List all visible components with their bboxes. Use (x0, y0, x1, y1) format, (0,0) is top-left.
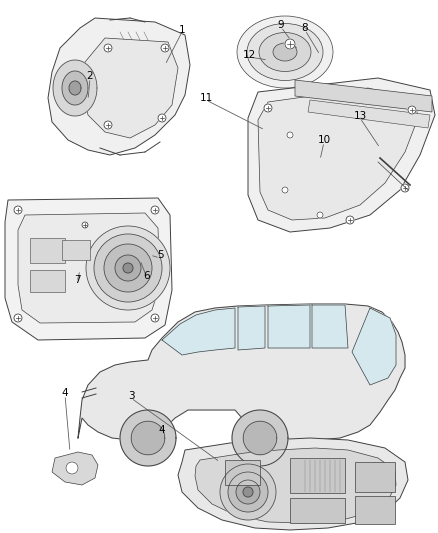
Circle shape (228, 472, 268, 512)
Circle shape (14, 314, 22, 322)
Circle shape (408, 106, 416, 114)
Polygon shape (248, 78, 435, 232)
Polygon shape (120, 410, 176, 466)
Text: 3: 3 (128, 391, 134, 401)
Polygon shape (131, 421, 165, 455)
Circle shape (282, 187, 288, 193)
Polygon shape (18, 213, 160, 323)
Circle shape (317, 212, 323, 218)
Bar (30, 270, 65, 292)
Text: 5: 5 (157, 250, 163, 260)
Circle shape (104, 121, 112, 129)
Ellipse shape (237, 16, 333, 88)
Ellipse shape (259, 33, 311, 71)
Text: 6: 6 (144, 271, 150, 281)
Polygon shape (195, 448, 396, 523)
Polygon shape (308, 100, 430, 128)
Text: 2: 2 (87, 71, 93, 81)
Bar (355, 462, 395, 492)
Polygon shape (258, 88, 418, 220)
Text: 9: 9 (278, 20, 284, 30)
Text: 7: 7 (74, 275, 80, 285)
Text: 8: 8 (302, 23, 308, 33)
Polygon shape (78, 304, 405, 440)
Circle shape (14, 206, 22, 214)
Polygon shape (268, 305, 310, 348)
Polygon shape (238, 306, 265, 350)
Circle shape (115, 255, 141, 281)
Polygon shape (82, 38, 178, 138)
Text: 4: 4 (62, 388, 68, 398)
Text: 1: 1 (179, 25, 185, 35)
Circle shape (287, 132, 293, 138)
Circle shape (161, 44, 169, 52)
Polygon shape (69, 81, 81, 95)
Polygon shape (162, 308, 235, 355)
Circle shape (401, 184, 409, 192)
Ellipse shape (273, 43, 297, 61)
Bar (290, 458, 345, 493)
Circle shape (86, 226, 170, 310)
Circle shape (104, 244, 152, 292)
Circle shape (236, 480, 260, 504)
Text: 11: 11 (199, 93, 212, 103)
Circle shape (285, 39, 295, 49)
Circle shape (151, 206, 159, 214)
Circle shape (94, 234, 162, 302)
Polygon shape (312, 305, 348, 348)
Bar (62, 240, 90, 260)
Circle shape (264, 104, 272, 112)
Polygon shape (5, 198, 172, 340)
Bar (290, 498, 345, 523)
Circle shape (123, 263, 133, 273)
Circle shape (220, 464, 276, 520)
Polygon shape (62, 71, 88, 105)
Ellipse shape (247, 23, 323, 80)
Text: 10: 10 (318, 135, 331, 145)
Polygon shape (52, 452, 98, 485)
Circle shape (243, 487, 253, 497)
Bar (225, 460, 260, 485)
Text: 13: 13 (353, 111, 367, 121)
Polygon shape (243, 421, 277, 455)
Bar (355, 496, 395, 524)
Polygon shape (232, 410, 288, 466)
Circle shape (151, 314, 159, 322)
Circle shape (346, 216, 354, 224)
Polygon shape (295, 80, 432, 112)
Circle shape (66, 462, 78, 474)
Polygon shape (48, 18, 190, 155)
Polygon shape (53, 60, 97, 116)
Text: 12: 12 (242, 50, 256, 60)
Polygon shape (352, 308, 396, 385)
Circle shape (82, 222, 88, 228)
Bar (30, 238, 65, 263)
Text: 4: 4 (159, 425, 165, 435)
Polygon shape (178, 438, 408, 530)
Circle shape (158, 114, 166, 122)
Circle shape (104, 44, 112, 52)
